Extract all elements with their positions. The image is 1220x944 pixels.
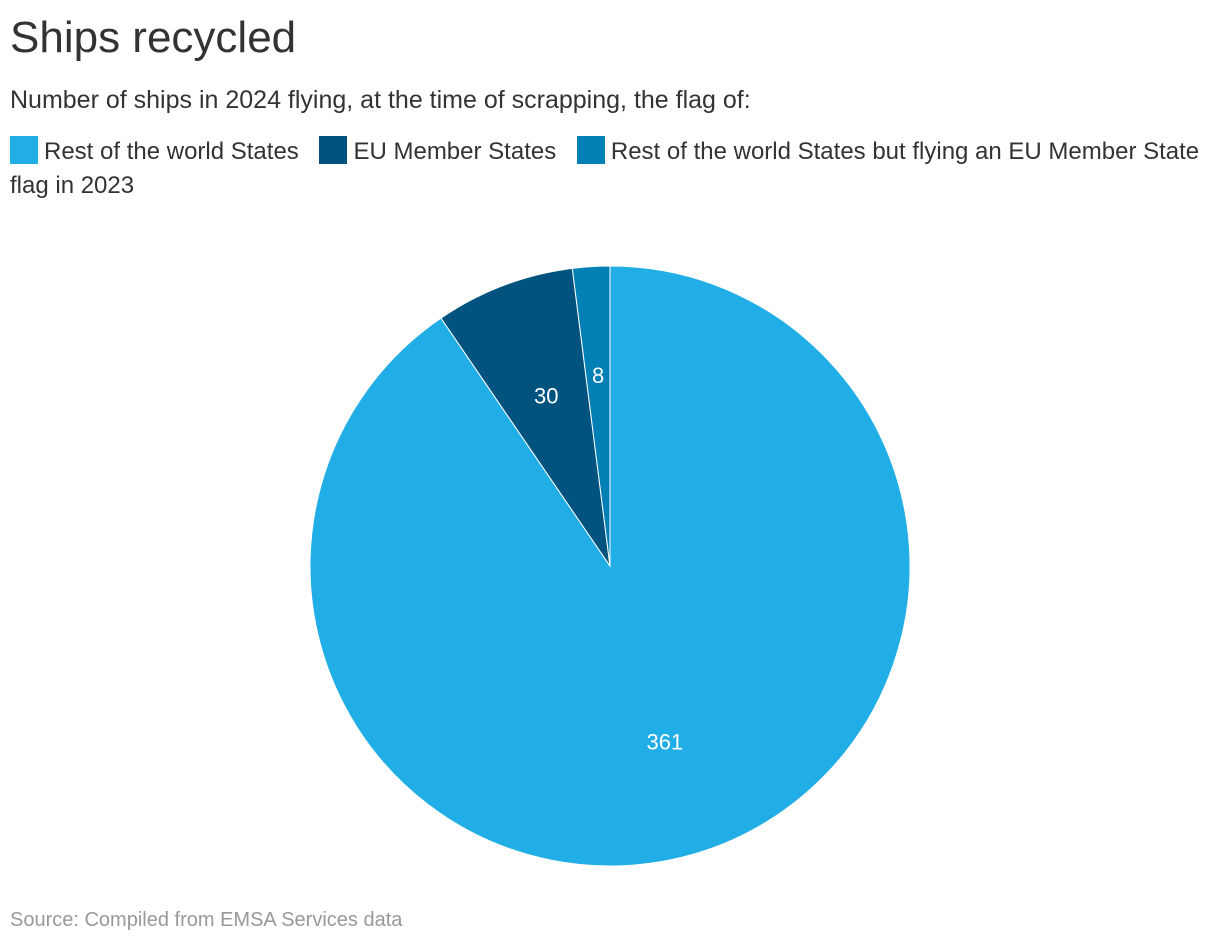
pie-label-rest-of-world: 361: [646, 730, 683, 755]
chart-source: Source: Compiled from EMSA Services data: [10, 909, 403, 931]
legend-item-eu-member-states: EU Member States: [319, 136, 562, 165]
legend-item-rest-of-world-eu-flag-2023: Rest of the world States but flying an E…: [10, 136, 1200, 199]
legend-label-rest-of-world-eu-flag-2023: Rest of the world States but flying an E…: [10, 138, 1200, 199]
chart-subtitle: Number of ships in 2024 flying, at the t…: [10, 86, 751, 114]
pie-label-rest-of-world-eu-flag-2023: 8: [592, 363, 604, 388]
chart-title: Ships recycled: [10, 13, 297, 62]
legend-label-eu-member-states: EU Member States: [353, 138, 557, 165]
pie-slice-rest-of-world-eu-flag-2023: [571, 265, 611, 567]
pie-slice-eu-member-states: [440, 267, 611, 567]
chart-legend: Rest of the world States EU Member State…: [10, 135, 1210, 203]
pie-label-eu-member-states: 30: [534, 383, 558, 408]
legend-swatch-rest-of-world-eu-flag-2023: [576, 136, 605, 164]
legend-swatch-eu-member-states: [319, 136, 348, 164]
legend-swatch-rest-of-world: [10, 136, 38, 164]
legend-label-rest-of-world: Rest of the world States: [44, 138, 299, 165]
legend-item-rest-of-world: Rest of the world States: [10, 136, 305, 165]
